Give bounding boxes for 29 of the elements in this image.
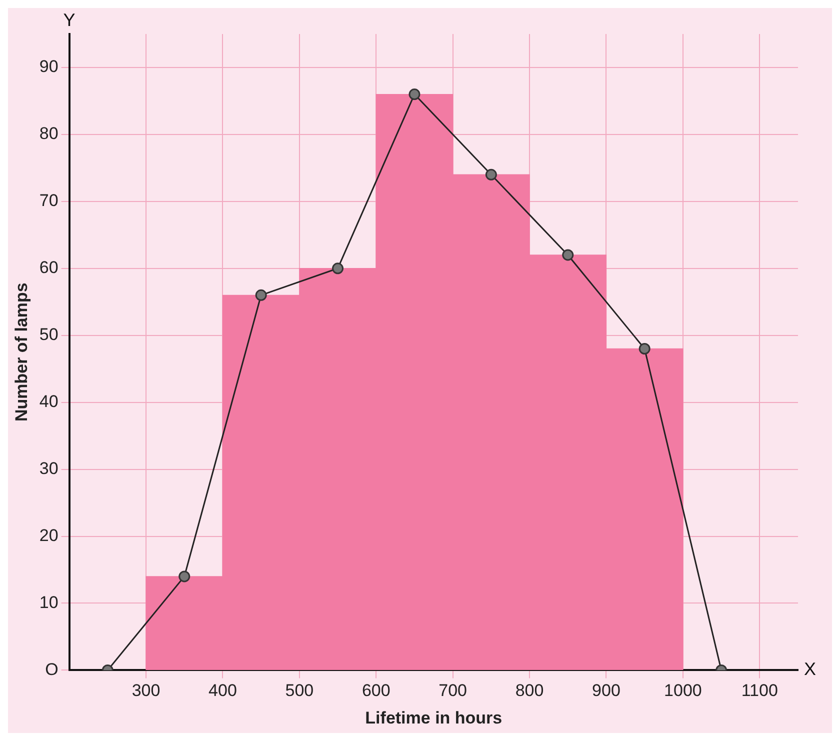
- text: X: [804, 659, 816, 680]
- y-axis-title: Number of lamps: [12, 282, 31, 422]
- y-tick-label: 90: [39, 57, 58, 76]
- y-tick-label: 40: [39, 392, 58, 412]
- text: Y: [63, 10, 76, 30]
- x-tick-label: 600: [362, 681, 390, 700]
- point: [485, 168, 497, 180]
- x-tick-label: 1100: [741, 681, 778, 700]
- y-tick-label: 30: [39, 458, 58, 478]
- x-tick-label: 400: [208, 681, 237, 700]
- x-tick-label: 700: [438, 681, 468, 700]
- y-tick-label: O: [45, 660, 58, 679]
- y-tick-label: 50: [39, 325, 58, 344]
- x-axis-title: Lifetime in hours: [365, 708, 502, 728]
- x-tick-label: 800: [515, 681, 544, 700]
- point: [562, 249, 574, 261]
- x-tick-label: 1000: [664, 681, 702, 700]
- x-tick-label: 300: [132, 681, 160, 700]
- x-tick-label: 500: [285, 681, 314, 700]
- x-tick-label: 900: [592, 681, 620, 700]
- y-tick-label: 10: [39, 592, 58, 612]
- y-tick-label: 20: [39, 526, 58, 545]
- point: [332, 262, 344, 274]
- point: [638, 343, 650, 354]
- y-tick-label: 80: [39, 124, 58, 144]
- y-tick-label: 60: [39, 258, 58, 278]
- point: [255, 289, 267, 301]
- point: [408, 88, 420, 100]
- y-tick-label: 70: [39, 191, 58, 210]
